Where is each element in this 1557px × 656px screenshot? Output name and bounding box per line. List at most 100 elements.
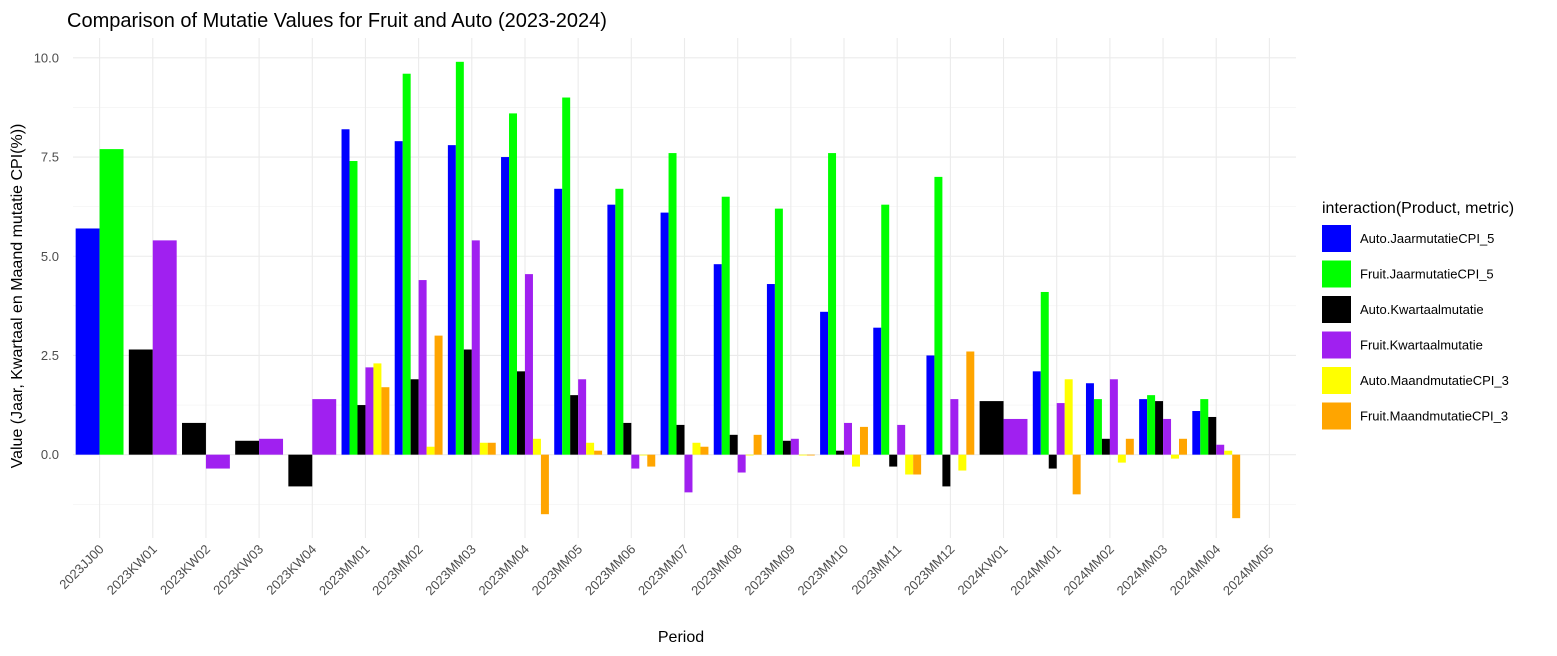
bar-fruit-maandmutatiecpi-3-2024mm04 <box>1232 454 1241 519</box>
bar-auto-jaarmutatiecpi-5-2024mm04 <box>1192 411 1201 455</box>
y-tick-label: 2.5 <box>41 348 59 363</box>
x-tick-label: 2023MM06 <box>582 542 639 599</box>
bar-fruit-maandmutatiecpi-3-2023mm11 <box>913 454 922 475</box>
x-tick-label: 2023KW04 <box>263 542 319 598</box>
x-tick-label: 2023MM04 <box>475 542 532 599</box>
bar-fruit-kwartaalmutatie-2024mm01 <box>1056 403 1065 455</box>
bar-auto-kwartaalmutatie-2023kw01 <box>128 349 153 455</box>
bar-auto-jaarmutatiecpi-5-2024mm01 <box>1032 371 1041 455</box>
bar-fruit-kwartaalmutatie-2024mm04 <box>1216 444 1225 455</box>
bar-fruit-kwartaalmutatie-2024mm03 <box>1163 418 1172 455</box>
bar-auto-maandmutatiecpi-3-2023mm02 <box>426 446 435 455</box>
bar-auto-jaarmutatiecpi-5-2023mm02 <box>394 141 403 455</box>
x-tick-label: 2023JJ00 <box>56 542 106 592</box>
y-tick-label: 5.0 <box>41 249 59 264</box>
x-tick-label: 2023MM02 <box>369 542 426 599</box>
bar-fruit-kwartaalmutatie-2023kw03 <box>259 438 284 455</box>
bar-fruit-kwartaalmutatie-2023kw01 <box>152 240 177 455</box>
bar-auto-kwartaalmutatie-2023mm10 <box>836 450 845 455</box>
x-tick-label: 2024MM05 <box>1220 542 1277 599</box>
bar-auto-jaarmutatiecpi-5-2023jj00 <box>75 228 100 455</box>
bar-auto-jaarmutatiecpi-5-2023mm06 <box>607 204 616 455</box>
bar-auto-maandmutatiecpi-3-2024mm03 <box>1171 454 1180 459</box>
bar-fruit-jaarmutatiecpi-5-2023mm01 <box>349 161 358 455</box>
bar-auto-jaarmutatiecpi-5-2023mm01 <box>341 129 350 455</box>
bar-auto-maandmutatiecpi-3-2024mm04 <box>1224 450 1233 455</box>
bar-fruit-jaarmutatiecpi-5-2024mm03 <box>1147 395 1156 455</box>
x-tick-label: 2023MM05 <box>529 542 586 599</box>
bar-fruit-jaarmutatiecpi-5-2023mm08 <box>721 196 730 455</box>
legend-title: interaction(Product, metric) <box>1322 200 1514 217</box>
bar-fruit-jaarmutatiecpi-5-2024mm02 <box>1093 399 1102 455</box>
bar-fruit-jaarmutatiecpi-5-2023mm05 <box>562 97 571 455</box>
bar-auto-kwartaalmutatie-2023mm01 <box>357 405 366 455</box>
legend-label: Fruit.JaarmutatieCPI_5 <box>1360 267 1494 282</box>
legend: interaction(Product, metric) Auto.Jaarmu… <box>1322 200 1514 430</box>
legend-key <box>1322 367 1351 394</box>
x-axis-title: Period <box>658 629 704 646</box>
bar-auto-kwartaalmutatie-2024kw01 <box>979 401 1004 455</box>
bar-auto-jaarmutatiecpi-5-2023mm12 <box>926 355 935 455</box>
bar-fruit-kwartaalmutatie-2023mm01 <box>365 367 374 455</box>
legend-label: Fruit.Kwartaalmutatie <box>1360 338 1483 353</box>
bar-fruit-maandmutatiecpi-3-2024mm03 <box>1179 438 1187 455</box>
bar-auto-kwartaalmutatie-2023kw04 <box>288 454 313 487</box>
bar-fruit-jaarmutatiecpi-5-2024mm01 <box>1040 291 1049 455</box>
bar-auto-maandmutatiecpi-3-2023mm12 <box>958 454 967 471</box>
bar-fruit-kwartaalmutatie-2023kw02 <box>205 454 230 469</box>
bar-fruit-maandmutatiecpi-3-2023mm07 <box>700 446 709 455</box>
bar-fruit-kwartaalmutatie-2023kw04 <box>312 399 337 455</box>
bar-auto-jaarmutatiecpi-5-2023mm03 <box>447 145 456 455</box>
bar-fruit-jaarmutatiecpi-5-2023mm12 <box>934 176 943 455</box>
x-tick-label: 2023MM10 <box>795 542 852 599</box>
bar-auto-kwartaalmutatie-2024mm02 <box>1101 438 1110 455</box>
bar-auto-jaarmutatiecpi-5-2023mm09 <box>766 284 775 455</box>
x-tick-label: 2023MM08 <box>688 542 745 599</box>
bar-fruit-maandmutatiecpi-3-2023mm06 <box>647 454 656 467</box>
x-tick-label: 2023MM12 <box>901 542 958 599</box>
x-tick-label: 2024MM03 <box>1114 542 1171 599</box>
bar-fruit-kwartaalmutatie-2023mm12 <box>950 399 959 455</box>
bar-auto-maandmutatiecpi-3-2023mm10 <box>851 454 860 467</box>
bars <box>75 61 1241 519</box>
legend-key <box>1322 402 1351 430</box>
legend-key <box>1322 296 1351 323</box>
bar-auto-jaarmutatiecpi-5-2023mm11 <box>873 327 882 455</box>
bar-auto-maandmutatiecpi-3-2023mm09 <box>798 454 807 456</box>
x-tick-label: 2024MM04 <box>1167 542 1224 599</box>
bar-auto-kwartaalmutatie-2023mm02 <box>410 379 419 455</box>
x-tick-label: 2023MM11 <box>848 542 904 598</box>
chart-title: Comparison of Mutatie Values for Fruit a… <box>67 10 607 32</box>
bar-auto-jaarmutatiecpi-5-2023mm05 <box>554 188 563 455</box>
bar-auto-jaarmutatiecpi-5-2024mm03 <box>1139 399 1148 455</box>
bar-auto-jaarmutatiecpi-5-2023mm10 <box>820 311 829 455</box>
x-tick-label: 2024MM02 <box>1060 542 1117 599</box>
bar-fruit-kwartaalmutatie-2023mm05 <box>578 379 587 455</box>
bar-fruit-jaarmutatiecpi-5-2023mm11 <box>881 204 890 455</box>
bar-fruit-kwartaalmutatie-2023mm04 <box>524 274 533 455</box>
bar-fruit-maandmutatiecpi-3-2023mm02 <box>434 335 443 455</box>
bar-fruit-jaarmutatiecpi-5-2024mm04 <box>1200 399 1209 455</box>
bar-auto-maandmutatiecpi-3-2023mm07 <box>692 442 701 455</box>
bar-fruit-kwartaalmutatie-2024mm02 <box>1109 379 1118 455</box>
x-tick-label: 2024KW01 <box>955 542 1011 598</box>
y-tick-label: 10.0 <box>34 50 59 65</box>
x-tick-label: 2024MM01 <box>1007 542 1064 599</box>
x-tick-label: 2023KW01 <box>104 542 160 598</box>
bar-fruit-kwartaalmutatie-2023mm10 <box>844 422 852 455</box>
bar-auto-kwartaalmutatie-2023mm03 <box>463 349 472 455</box>
bar-auto-maandmutatiecpi-3-2023mm11 <box>905 454 914 475</box>
bar-fruit-jaarmutatiecpi-5-2023mm04 <box>509 113 518 455</box>
bar-auto-maandmutatiecpi-3-2023mm03 <box>479 442 488 455</box>
legend-label: Auto.Kwartaalmutatie <box>1360 302 1484 317</box>
bar-auto-kwartaalmutatie-2024mm03 <box>1155 401 1164 455</box>
bar-auto-kwartaalmutatie-2023mm05 <box>570 395 579 455</box>
bar-fruit-maandmutatiecpi-3-2023mm10 <box>859 426 868 455</box>
bar-auto-kwartaalmutatie-2024mm01 <box>1048 454 1057 469</box>
bar-auto-kwartaalmutatie-2024mm04 <box>1208 416 1217 455</box>
bar-fruit-jaarmutatiecpi-5-2023mm06 <box>615 188 624 455</box>
bar-fruit-maandmutatiecpi-3-2023mm09 <box>806 454 815 456</box>
bar-fruit-kwartaalmutatie-2023mm11 <box>897 424 906 455</box>
legend-label: Auto.JaarmutatieCPI_5 <box>1360 231 1494 246</box>
bar-fruit-maandmutatiecpi-3-2023mm08 <box>753 434 762 455</box>
